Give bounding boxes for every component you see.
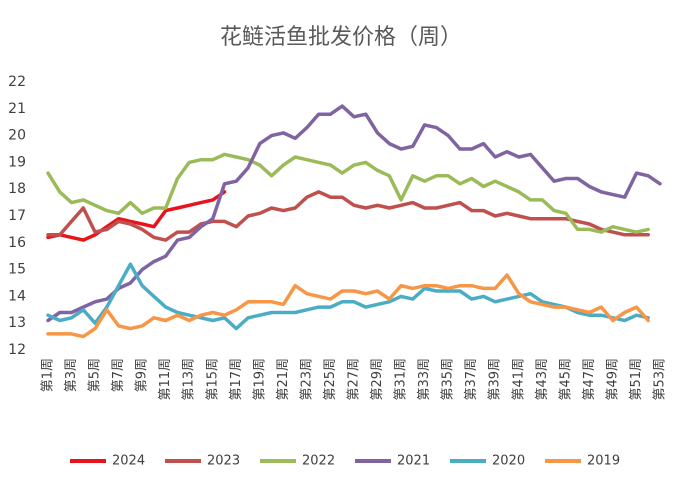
y-tick-label: 20 (8, 128, 26, 144)
x-tick-label: 第41周 (511, 358, 526, 401)
legend-label: 2019 (587, 454, 620, 469)
y-tick-label: 21 (8, 101, 26, 117)
x-tick-label: 第5周 (88, 358, 103, 392)
x-tick-label: 第43周 (535, 358, 550, 401)
x-tick-label: 第33周 (417, 358, 432, 401)
y-tick-label: 22 (8, 74, 26, 90)
x-tick-label: 第25周 (323, 358, 338, 401)
y-tick-label: 12 (8, 342, 26, 358)
y-tick-label: 15 (8, 262, 26, 278)
x-tick-label: 第39周 (488, 358, 503, 401)
chart-title: 花鲢活鱼批发价格（周） (220, 25, 462, 50)
x-tick-label: 第27周 (347, 358, 362, 401)
legend-label: 2020 (492, 454, 525, 469)
y-tick-label: 14 (8, 288, 26, 304)
series-line (46, 104, 662, 323)
x-tick-label: 第21周 (276, 358, 291, 401)
x-tick-label: 第23周 (299, 358, 314, 401)
y-tick-label: 17 (8, 208, 26, 224)
legend-label: 2023 (207, 454, 240, 469)
x-tick-label: 第45周 (558, 358, 573, 401)
x-tick-label: 第31周 (394, 358, 409, 401)
y-tick-label: 19 (8, 154, 26, 170)
x-tick-label: 第13周 (182, 358, 197, 401)
x-tick-label: 第53周 (653, 358, 668, 401)
series-line (46, 190, 650, 242)
x-tick-label: 第7周 (111, 358, 126, 392)
y-tick-label: 18 (8, 181, 26, 197)
series-line (46, 262, 650, 331)
y-tick-label: 13 (8, 315, 26, 331)
x-tick-label: 第35周 (441, 358, 456, 401)
series-line (46, 190, 227, 242)
legend-label: 2021 (397, 454, 430, 469)
series-line (46, 273, 650, 339)
x-tick-label: 第19周 (252, 358, 267, 401)
x-tick-label: 第49周 (605, 358, 620, 401)
x-tick-label: 第51周 (629, 358, 644, 401)
x-tick-label: 第47周 (582, 358, 597, 401)
x-tick-label: 第17周 (229, 358, 244, 401)
legend-label: 2024 (112, 454, 145, 469)
series-line (46, 152, 650, 234)
x-tick-label: 第37周 (464, 358, 479, 401)
x-tick-label: 第15周 (205, 358, 220, 401)
legend-label: 2022 (302, 454, 335, 469)
x-tick-label: 第3周 (64, 358, 79, 392)
x-tick-label: 第1周 (41, 358, 56, 392)
x-tick-label: 第11周 (158, 358, 173, 401)
x-tick-label: 第29周 (370, 358, 385, 401)
y-tick-label: 16 (8, 235, 26, 251)
x-tick-label: 第9周 (135, 358, 150, 392)
